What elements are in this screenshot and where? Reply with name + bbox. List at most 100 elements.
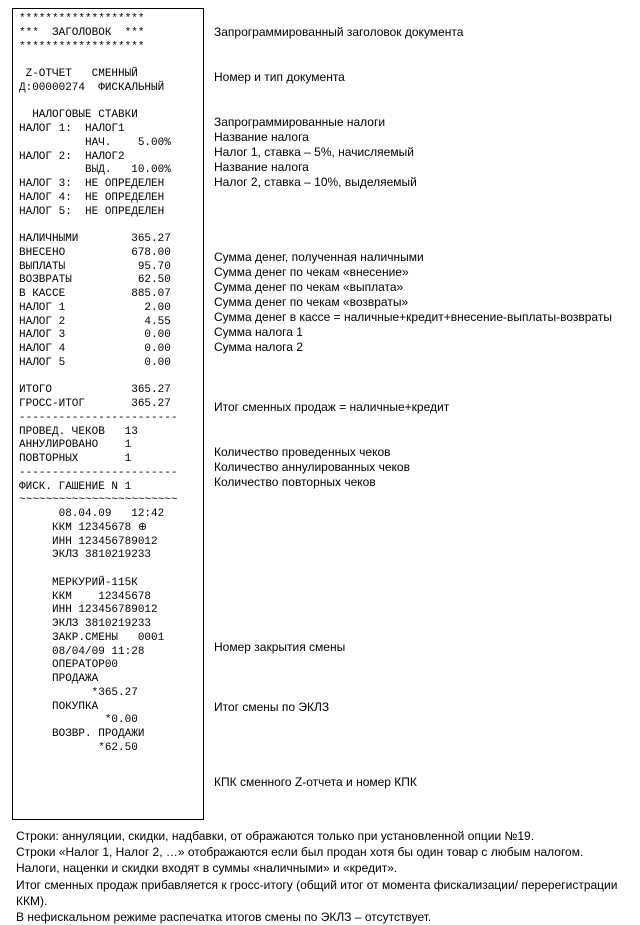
receipt-line: *365.27 — [19, 687, 197, 701]
receipt-line: НАЛОГ 1: НАЛОГ1 — [19, 123, 197, 137]
annotation-line — [214, 190, 628, 205]
annotation-line — [214, 670, 628, 685]
receipt-line: ******************* — [19, 41, 197, 55]
annotation-line — [214, 655, 628, 670]
footnote-line: Итог сменных продаж прибавляется к гросс… — [16, 877, 624, 909]
receipt-line: ПОКУПКА — [19, 701, 197, 715]
receipt-line: ЗАКР.СМЕНЫ 0001 — [19, 632, 197, 646]
annotation-line: Сумма денег по чекам «возвраты» — [214, 295, 628, 310]
receipt-line: ------------------------ — [19, 467, 197, 481]
receipt-line: НАЧ. 5.00% — [19, 137, 197, 151]
receipt-line: Z-ОТЧЕТ СМЕННЫЙ — [19, 68, 197, 82]
annotation-line: Номер закрытия смены — [214, 640, 628, 655]
annotation-line — [214, 550, 628, 565]
receipt-line: Д:00000274 ФИСКАЛЬНЫЙ — [19, 82, 197, 96]
receipt-line: НАЛОГ 5: НЕ ОПРЕДЕЛЕН — [19, 206, 197, 220]
annotation-line: Запрограммированный заголовок документа — [214, 25, 628, 40]
receipt-line: ПРОВЕД. ЧЕКОВ 13 — [19, 426, 197, 440]
receipt-line: ФИСК. ГАШЕНИЕ N 1 — [19, 481, 197, 495]
receipt-line: ГРОСС-ИТОГ 365.27 — [19, 398, 197, 412]
annotation-line — [214, 370, 628, 385]
receipt-line — [19, 563, 197, 577]
annotation-line — [214, 730, 628, 745]
annotation-line: Название налога — [214, 160, 628, 175]
receipt-line: ПОВТОРНЫХ 1 — [19, 453, 197, 467]
receipt-line: *0.00 — [19, 714, 197, 728]
annotation-line: Сумма денег в кассе = наличные+кредит+вн… — [214, 310, 628, 325]
annotation-line — [214, 100, 628, 115]
receipt-line: ККМ 12345678 — [19, 591, 197, 605]
receipt-line — [19, 54, 197, 68]
receipt-line: НАЛОГ 4 0.00 — [19, 343, 197, 357]
annotation-line: Номер и тип документа — [214, 70, 628, 85]
annotation-line: Количество повторных чеков — [214, 475, 628, 490]
annotation-line — [214, 490, 628, 505]
annotation-line — [214, 355, 628, 370]
annotation-line: Количество аннулированных чеков — [214, 460, 628, 475]
receipt-line: НАЛОГ 5 0.00 — [19, 357, 197, 371]
annotation-line — [214, 715, 628, 730]
footnote-line: Налоги, наценки и скидки входят в суммы … — [16, 860, 624, 876]
annotation-line — [214, 685, 628, 700]
receipt-line: ИНН 123456789012 — [19, 536, 197, 550]
receipt-line: ------------------------ — [19, 412, 197, 426]
receipt-line: ККМ 12345678 ⊕ — [19, 522, 197, 536]
receipt-line: НАЛОГ 2: НАЛОГ2 — [19, 151, 197, 165]
receipt-line: АННУЛИРОВАНО 1 — [19, 439, 197, 453]
receipt-line: НАЛИЧНЫМИ 365.27 — [19, 233, 197, 247]
annotation-line: Налог 1, ставка – 5%, начисляемый — [214, 145, 628, 160]
receipt-line: *** ЗАГОЛОВОК *** — [19, 27, 197, 41]
annotation-line: Сумма денег, полученная наличными — [214, 250, 628, 265]
annotation-line — [214, 790, 628, 805]
annotation-line — [214, 595, 628, 610]
receipt-line: ОПЕРАТОР00 — [19, 659, 197, 673]
annotation-line — [214, 385, 628, 400]
annotation-line — [214, 745, 628, 760]
receipt-line: ИНН 123456789012 — [19, 604, 197, 618]
annotation-line: Сумма денег по чекам «внесение» — [214, 265, 628, 280]
annotation-line — [214, 85, 628, 100]
footnote-line: Строки: аннуляции, скидки, надбавки, от … — [16, 828, 624, 844]
annotation-line — [214, 580, 628, 595]
annotation-line — [214, 55, 628, 70]
receipt-line: НАЛОГ 4: НЕ ОПРЕДЕЛЕН — [19, 192, 197, 206]
annotations-panel: Запрограммированный заголовок документа … — [214, 8, 628, 820]
annotation-line: Сумма налога 1 — [214, 325, 628, 340]
footnote-line: Строки «Налог 1, Налог 2, …» отображаютс… — [16, 844, 624, 860]
receipt-line — [19, 96, 197, 110]
receipt-line: ВНЕСЕНО 678.00 — [19, 247, 197, 261]
annotation-line — [214, 220, 628, 235]
receipt-line: НАЛОГ 2 4.55 — [19, 316, 197, 330]
footnotes: Строки: аннуляции, скидки, надбавки, от … — [12, 828, 628, 925]
annotation-line — [214, 805, 628, 820]
annotation-line — [214, 760, 628, 775]
annotation-line: Итог сменных продаж = наличные+кредит — [214, 400, 628, 415]
annotation-line — [214, 505, 628, 520]
receipt-line: ВОЗВР. ПРОДАЖИ — [19, 728, 197, 742]
annotation-line — [214, 565, 628, 580]
receipt-panel: ********************** ЗАГОЛОВОК *******… — [12, 8, 204, 820]
annotation-line: Запрограммированные налоги — [214, 115, 628, 130]
receipt-line: МЕРКУРИЙ-115К — [19, 577, 197, 591]
receipt-line: ВЫД. 10.00% — [19, 164, 197, 178]
annotation-line — [214, 430, 628, 445]
annotation-line — [214, 610, 628, 625]
annotation-line: КПК сменного Z-отчета и номер КПК — [214, 775, 628, 790]
receipt-line: 08.04.09 12:42 — [19, 508, 197, 522]
annotation-line — [214, 520, 628, 535]
receipt-line: НАЛОГ 3: НЕ ОПРЕДЕЛЕН — [19, 178, 197, 192]
receipt-line: ПРОДАЖА — [19, 673, 197, 687]
receipt-line — [19, 371, 197, 385]
receipt-line: ******************* — [19, 13, 197, 27]
receipt-line: ВЫПЛАТЫ 95.70 — [19, 261, 197, 275]
annotation-line — [214, 625, 628, 640]
receipt-line: ВОЗВРАТЫ 62.50 — [19, 274, 197, 288]
annotation-line — [214, 205, 628, 220]
annotation-line: Сумма налога 2 — [214, 340, 628, 355]
annotation-line — [214, 535, 628, 550]
annotation-line — [214, 10, 628, 25]
receipt-line: ~~~~~~~~~~~~~~~~~~~~~~~~ — [19, 494, 197, 508]
main-row: ********************** ЗАГОЛОВОК *******… — [12, 8, 628, 820]
receipt-line: ЭКЛЗ 3810219233 — [19, 618, 197, 632]
receipt-line: *62.50 — [19, 742, 197, 756]
